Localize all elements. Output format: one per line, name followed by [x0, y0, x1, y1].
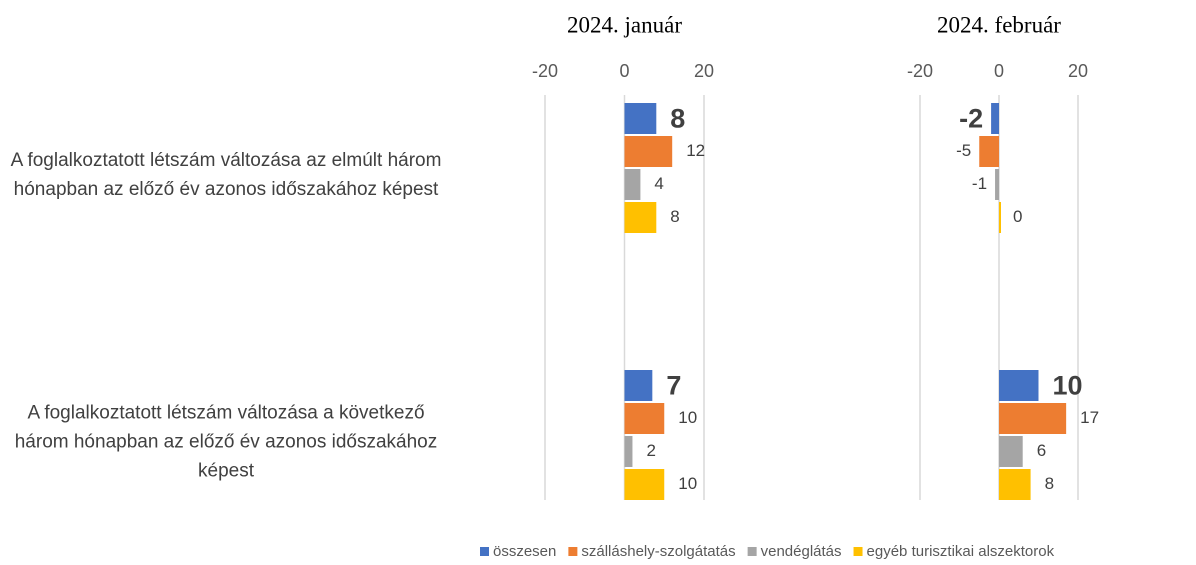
data-label: 0 [1013, 207, 1022, 226]
bar [999, 202, 1001, 233]
bar [991, 103, 999, 134]
bar [624, 136, 673, 167]
data-label: 10 [1053, 371, 1083, 401]
legend-swatch [568, 547, 578, 556]
bar [624, 436, 633, 467]
data-label: 2 [646, 441, 655, 460]
category-label: A foglalkoztatott létszám változása az e… [10, 150, 442, 200]
category-label: A foglalkoztatott létszám változása a kö… [14, 402, 438, 482]
data-label: 4 [654, 174, 663, 193]
x-tick-label: 20 [694, 61, 714, 81]
legend-swatch [853, 547, 863, 556]
data-label: 6 [1037, 441, 1046, 460]
x-tick-label: 0 [994, 61, 1004, 81]
legend-swatch [747, 547, 757, 556]
bar [999, 403, 1067, 434]
bar [999, 469, 1031, 500]
data-label: -5 [956, 141, 971, 160]
x-tick-label: 20 [1068, 61, 1088, 81]
data-label: -2 [959, 104, 983, 134]
bar [999, 436, 1023, 467]
data-label: 17 [1080, 408, 1099, 427]
data-label: 12 [686, 141, 705, 160]
bar [999, 370, 1039, 401]
data-label: -1 [972, 174, 987, 193]
bar [624, 169, 641, 200]
bar [624, 403, 665, 434]
legend-label: vendéglátás [761, 543, 842, 560]
x-tick-label: -20 [907, 61, 933, 81]
data-label: 8 [670, 104, 685, 134]
x-tick-label: -20 [532, 61, 558, 81]
bar [624, 103, 657, 134]
data-label: 10 [678, 408, 697, 427]
data-label: 8 [1045, 474, 1054, 493]
bar [624, 370, 653, 401]
panel-title: 2024. február [937, 12, 1061, 37]
legend-label: összesen [493, 543, 556, 560]
data-label: 10 [678, 474, 697, 493]
panel-title: 2024. január [567, 12, 682, 37]
x-tick-label: 0 [619, 61, 629, 81]
legend-swatch [480, 547, 489, 556]
bar [624, 202, 657, 233]
legend-label: egyéb turisztikai alszektorok [867, 543, 1055, 560]
bar [624, 469, 665, 500]
data-label: 7 [666, 371, 681, 401]
data-label: 8 [670, 207, 679, 226]
bar [979, 136, 999, 167]
bar [995, 169, 999, 200]
legend-label: szálláshely-szolgátatás [581, 543, 735, 560]
